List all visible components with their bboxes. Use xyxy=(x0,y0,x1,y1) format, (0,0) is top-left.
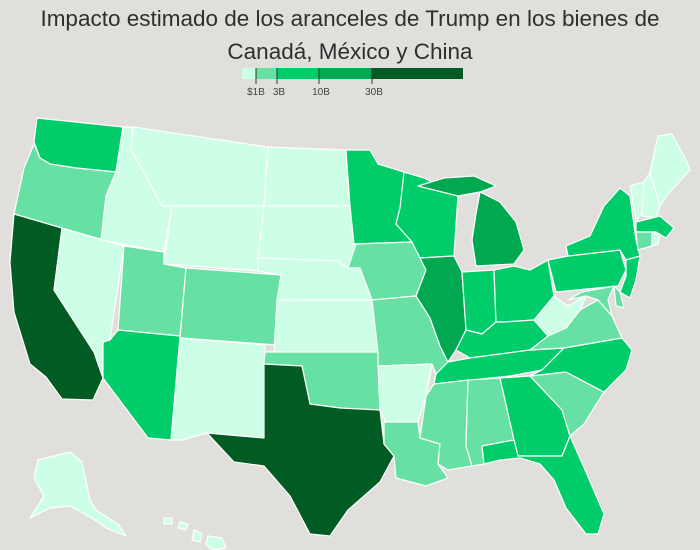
state-alaska[interactable] xyxy=(29,451,127,537)
legend-label: 3B xyxy=(273,87,286,98)
state-new-jersey[interactable] xyxy=(619,255,641,299)
state-michigan-upper[interactable] xyxy=(417,175,497,197)
state-florida[interactable] xyxy=(481,435,605,535)
state-new-york[interactable] xyxy=(565,187,641,261)
state-arizona[interactable] xyxy=(102,329,181,441)
state-texas[interactable] xyxy=(206,363,395,537)
state-hawaii[interactable] xyxy=(163,517,227,550)
legend-scale: $1B 3B 10B 30B xyxy=(242,68,463,98)
state-new-hampshire[interactable] xyxy=(641,171,661,219)
legend-swatch xyxy=(242,68,256,79)
legend-label: 30B xyxy=(365,87,383,98)
state-maryland[interactable] xyxy=(567,285,615,317)
map-title: Impacto estimado de los aranceles de Tru… xyxy=(40,6,660,64)
state-new-mexico[interactable] xyxy=(170,337,266,441)
legend: $1B 3B 10B 30B xyxy=(240,66,465,100)
state-maine[interactable] xyxy=(649,133,691,207)
state-louisiana[interactable] xyxy=(383,421,449,487)
state-kansas[interactable] xyxy=(273,299,379,353)
state-wyoming[interactable] xyxy=(163,205,265,272)
state-colorado[interactable] xyxy=(179,267,282,346)
legend-swatch xyxy=(319,68,372,79)
legend-label: 10B xyxy=(312,87,330,98)
state-michigan[interactable] xyxy=(471,191,525,267)
state-delaware[interactable] xyxy=(613,285,625,309)
state-rhode-island[interactable] xyxy=(651,231,661,247)
state-connecticut[interactable] xyxy=(635,231,653,251)
state-west-virginia[interactable] xyxy=(533,295,587,337)
legend-label: $1B xyxy=(247,87,265,98)
legend-swatch xyxy=(277,68,319,79)
state-indiana[interactable] xyxy=(461,269,497,335)
state-north-dakota[interactable] xyxy=(263,146,351,207)
legend-swatch xyxy=(372,68,463,79)
legend-swatch xyxy=(256,68,277,79)
